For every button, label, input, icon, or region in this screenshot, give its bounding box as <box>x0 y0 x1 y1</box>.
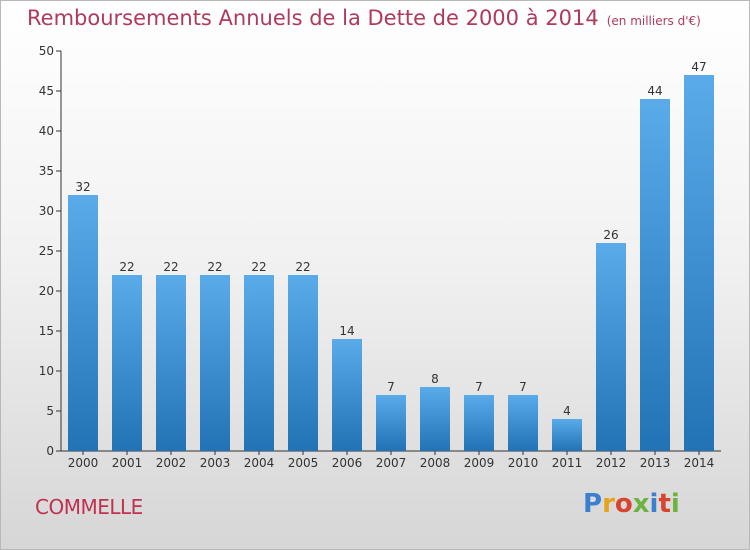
chart-subtitle: (en milliers d'€) <box>606 14 701 28</box>
y-tick-label: 5 <box>46 404 54 418</box>
bar-value-label: 7 <box>519 380 527 394</box>
logo-letter: i <box>649 489 659 519</box>
x-tick-label: 2008 <box>420 456 451 470</box>
y-tick-label: 35 <box>39 164 54 178</box>
logo-letter: t <box>658 489 671 519</box>
bar-value-label: 8 <box>431 372 439 386</box>
bar-value-label: 22 <box>251 260 266 274</box>
x-tick-label: 2011 <box>552 456 583 470</box>
proxiti-logo: Proxiti <box>583 489 680 519</box>
y-tick-label: 50 <box>39 44 54 58</box>
bar-value-label: 44 <box>647 84 662 98</box>
bar-value-label: 22 <box>295 260 310 274</box>
y-tick-label: 45 <box>39 84 54 98</box>
bar <box>640 99 670 451</box>
x-tick-label: 2009 <box>464 456 495 470</box>
bar-value-label: 47 <box>691 60 706 74</box>
bar-value-label: 4 <box>563 404 571 418</box>
chart-axes: 0 5 10 15 20 25 30 35 40 45 50 2000 2001 2002 2003 2004… <box>39 44 721 470</box>
y-tick-label: 40 <box>39 124 54 138</box>
y-tick-label: 0 <box>46 444 54 458</box>
bar <box>288 275 318 451</box>
bar <box>112 275 142 451</box>
bar <box>244 275 274 451</box>
x-tick-label: 2000 <box>68 456 99 470</box>
commune-name: COMMELLE <box>35 495 143 519</box>
chart-title-text: Remboursements Annuels de la Dette de 20… <box>27 6 599 30</box>
x-tick-label: 2012 <box>596 456 627 470</box>
x-tick-label: 2013 <box>640 456 671 470</box>
x-tick-label: 2005 <box>288 456 319 470</box>
bar <box>332 339 362 451</box>
bar <box>596 243 626 451</box>
logo-letter: P <box>583 489 603 519</box>
bar <box>420 387 450 451</box>
bar-value-label: 7 <box>387 380 395 394</box>
x-tick-label: 2006 <box>332 456 363 470</box>
y-tick-label: 25 <box>39 244 54 258</box>
chart-bars: 32 22 22 22 22 22 14 7 8 7 7 4 26 44 47 <box>68 60 714 451</box>
y-tick-label: 10 <box>39 364 54 378</box>
logo-letter: o <box>614 489 633 519</box>
bar <box>684 75 714 451</box>
logo-letter: i <box>670 489 680 519</box>
bar-value-label: 22 <box>119 260 134 274</box>
bar <box>68 195 98 451</box>
bar-value-label: 32 <box>75 180 90 194</box>
bar-value-label: 7 <box>475 380 483 394</box>
bar <box>200 275 230 451</box>
bar <box>464 395 494 451</box>
chart-title: Remboursements Annuels de la Dette de 20… <box>27 6 701 30</box>
x-tick-label: 2007 <box>376 456 407 470</box>
bar-value-label: 22 <box>207 260 222 274</box>
x-tick-label: 2004 <box>244 456 275 470</box>
bar-value-label: 22 <box>163 260 178 274</box>
bar-value-label: 14 <box>339 324 354 338</box>
logo-letter: r <box>602 489 615 519</box>
y-tick-label: 30 <box>39 204 54 218</box>
x-tick-label: 2014 <box>684 456 715 470</box>
y-tick-label: 15 <box>39 324 54 338</box>
bar <box>508 395 538 451</box>
x-tick-label: 2003 <box>200 456 231 470</box>
y-tick-label: 20 <box>39 284 54 298</box>
logo-letter: x <box>632 489 650 519</box>
x-tick-label: 2001 <box>112 456 143 470</box>
x-tick-label: 2002 <box>156 456 187 470</box>
bar-value-label: 26 <box>603 228 618 242</box>
bar <box>156 275 186 451</box>
bar <box>552 419 582 451</box>
bar <box>376 395 406 451</box>
x-tick-label: 2010 <box>508 456 539 470</box>
